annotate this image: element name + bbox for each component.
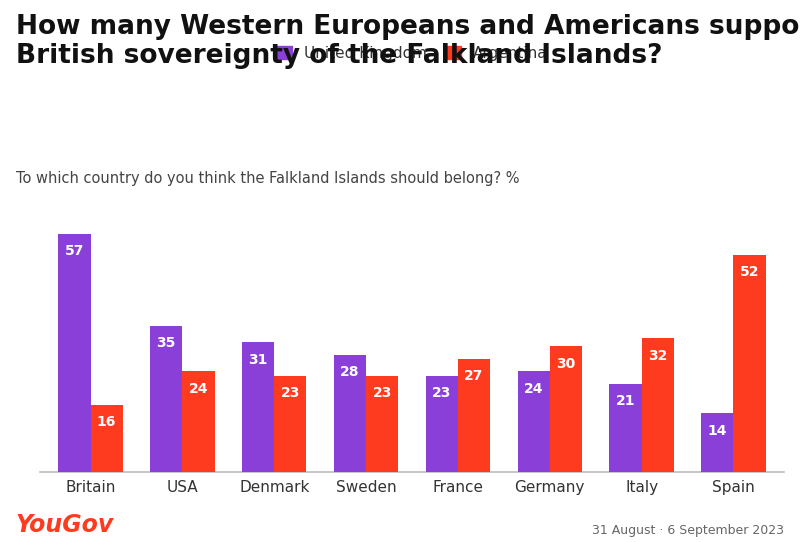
Text: 35: 35: [157, 336, 176, 350]
Text: 31 August · 6 September 2023: 31 August · 6 September 2023: [592, 524, 784, 537]
Bar: [734, 255, 766, 472]
Text: 28: 28: [340, 365, 360, 379]
Bar: [242, 343, 274, 472]
Text: 24: 24: [189, 382, 208, 396]
Bar: [150, 326, 182, 472]
Text: 23: 23: [373, 386, 392, 400]
Bar: [550, 346, 582, 472]
Text: How many Western Europeans and Americans support
British sovereignty of the Falk: How many Western Europeans and Americans…: [16, 14, 800, 68]
Bar: [426, 376, 458, 472]
Legend: United Kingdom, Argentina: United Kingdom, Argentina: [277, 46, 547, 61]
Bar: [458, 359, 490, 472]
Text: 32: 32: [648, 349, 667, 363]
Text: 27: 27: [464, 370, 484, 383]
Bar: [366, 376, 398, 472]
Bar: [334, 355, 366, 472]
Text: 57: 57: [65, 244, 84, 259]
Bar: [642, 338, 674, 472]
Text: 52: 52: [740, 265, 759, 279]
Text: 16: 16: [97, 415, 116, 429]
Bar: [58, 234, 90, 472]
Bar: [274, 376, 306, 472]
Text: 23: 23: [281, 386, 300, 400]
Bar: [182, 371, 214, 472]
Text: 23: 23: [432, 386, 451, 400]
Text: 30: 30: [556, 357, 575, 371]
Bar: [702, 413, 734, 472]
Text: To which country do you think the Falkland Islands should belong? %: To which country do you think the Falkla…: [16, 171, 519, 186]
Text: 24: 24: [524, 382, 543, 396]
Bar: [518, 371, 550, 472]
Text: 14: 14: [708, 424, 727, 437]
Text: 21: 21: [616, 395, 635, 409]
Bar: [90, 405, 122, 472]
Bar: [610, 384, 642, 472]
Text: YouGov: YouGov: [16, 513, 114, 537]
Text: 31: 31: [249, 353, 268, 367]
